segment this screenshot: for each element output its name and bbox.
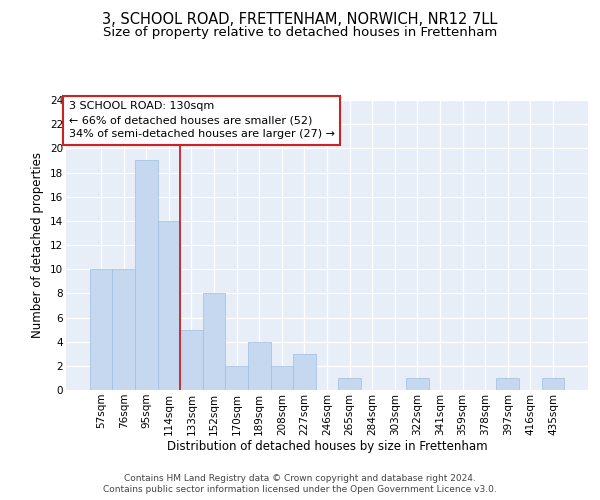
Text: Contains public sector information licensed under the Open Government Licence v3: Contains public sector information licen… [103, 485, 497, 494]
Bar [293, 354, 316, 390]
X-axis label: Distribution of detached houses by size in Frettenham: Distribution of detached houses by size … [167, 440, 487, 454]
Text: Size of property relative to detached houses in Frettenham: Size of property relative to detached ho… [103, 26, 497, 39]
Bar [406, 378, 428, 390]
Bar [180, 330, 203, 390]
Bar [203, 294, 226, 390]
Bar [112, 269, 135, 390]
Y-axis label: Number of detached properties: Number of detached properties [31, 152, 44, 338]
Bar [135, 160, 158, 390]
Text: Contains HM Land Registry data © Crown copyright and database right 2024.: Contains HM Land Registry data © Crown c… [124, 474, 476, 483]
Bar [158, 221, 180, 390]
Bar [542, 378, 564, 390]
Bar [496, 378, 519, 390]
Bar [90, 269, 112, 390]
Bar [226, 366, 248, 390]
Bar [248, 342, 271, 390]
Text: 3, SCHOOL ROAD, FRETTENHAM, NORWICH, NR12 7LL: 3, SCHOOL ROAD, FRETTENHAM, NORWICH, NR1… [103, 12, 497, 28]
Text: 3 SCHOOL ROAD: 130sqm
← 66% of detached houses are smaller (52)
34% of semi-deta: 3 SCHOOL ROAD: 130sqm ← 66% of detached … [68, 102, 335, 140]
Bar [271, 366, 293, 390]
Bar [338, 378, 361, 390]
